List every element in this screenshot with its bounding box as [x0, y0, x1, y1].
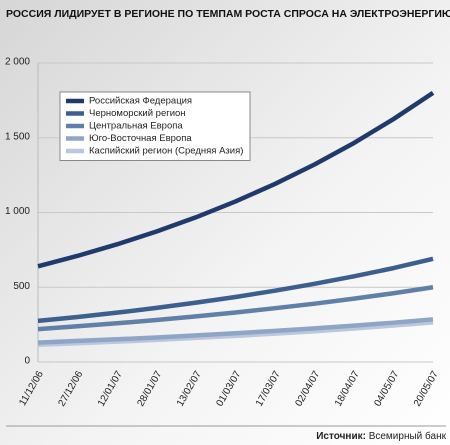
legend-label: Российская Федерация — [89, 96, 192, 107]
source: Источник: Всемирный банк — [316, 430, 446, 442]
y-tick-label: 500 — [13, 281, 30, 292]
source-text: Всемирный банк — [369, 430, 447, 442]
y-tick-label: 1 500 — [5, 131, 30, 142]
chart-title: РОССИЯ ЛИДИРУЕТ В РЕГИОНЕ ПО ТЕМПАМ РОСТ… — [6, 8, 450, 20]
legend-label: Центральная Европа — [89, 121, 183, 132]
series-line — [37, 317, 434, 345]
y-tick-label: 0 — [24, 356, 30, 367]
series-line — [37, 91, 435, 269]
series-line — [37, 320, 434, 348]
series-line — [37, 285, 434, 332]
legend-label: Каспийский регион (Средняя Азия) — [89, 146, 243, 157]
series-line — [37, 256, 434, 324]
legend-label: Черноморский регион — [89, 108, 186, 119]
y-tick-label: 1 000 — [5, 206, 30, 217]
legend-box — [59, 91, 251, 161]
source-label: Источник: — [316, 431, 366, 442]
y-tick-label: 2 000 — [5, 57, 30, 68]
legend-label: Юго-Восточная Европа — [89, 133, 192, 144]
